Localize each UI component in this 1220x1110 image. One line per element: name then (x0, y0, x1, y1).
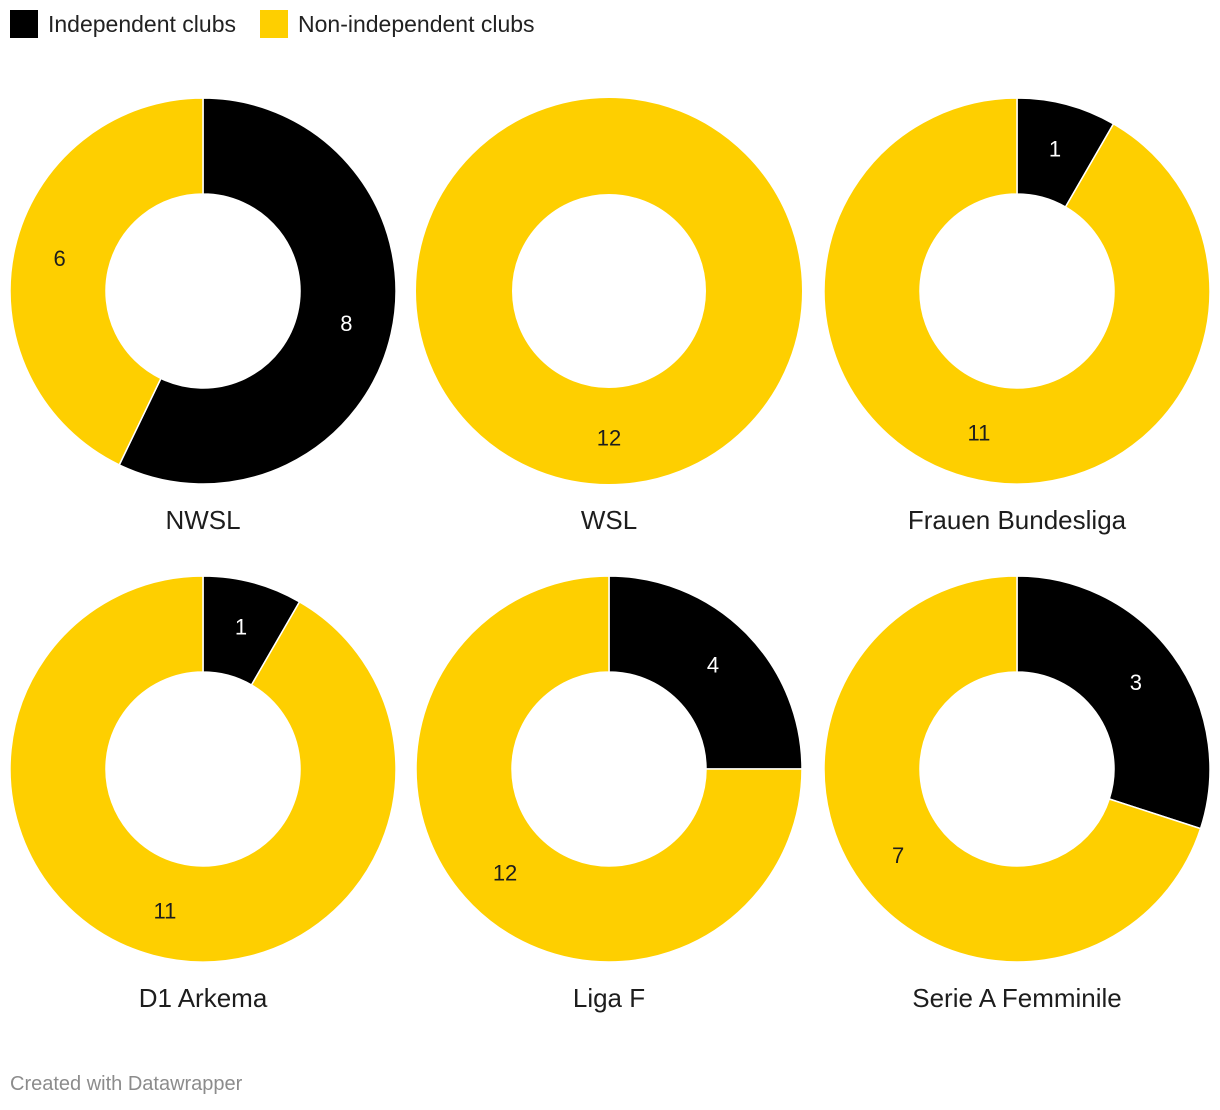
legend-label-non-independent: Non-independent clubs (298, 10, 535, 37)
value-label-frauen-bundesliga-non-independent-clubs: 11 (968, 420, 991, 445)
chart-title-nwsl: NWSL (165, 505, 240, 535)
legend-item-independent: Independent clubs (10, 10, 236, 38)
legend-label-independent: Independent clubs (48, 10, 236, 37)
value-label-frauen-bundesliga-independent-clubs: 1 (1049, 137, 1061, 162)
legend-item-non-independent: Non-independent clubs (260, 10, 535, 38)
value-label-wsl-non-independent-clubs: 12 (597, 426, 621, 451)
value-label-d1-arkema-non-independent-clubs: 11 (154, 898, 177, 923)
slice-d1-arkema-non-independent-clubs (9, 575, 397, 963)
credit-text: Created with Datawrapper (10, 1073, 243, 1095)
slice-serie-a-femminile-independent-clubs (1016, 575, 1211, 830)
value-label-d1-arkema-independent-clubs: 1 (235, 615, 247, 640)
chart-title-serie-a-femminile: Serie A Femminile (912, 983, 1122, 1013)
value-label-serie-a-femminile-non-independent-clubs: 7 (892, 843, 904, 868)
slice-nwsl-non-independent-clubs (9, 97, 204, 466)
donut-nwsl: 8 6 NWSL (9, 97, 397, 535)
chart-title-liga-f: Liga F (573, 983, 645, 1013)
chart-legend: Independent clubs Non-independent clubs (10, 8, 535, 40)
slice-serie-a-femminile-non-independent-clubs (823, 575, 1202, 963)
legend-swatch-independent (10, 10, 38, 38)
slice-liga-f-independent-clubs (608, 575, 803, 770)
donut-wsl: 12 WSL (416, 98, 802, 535)
value-label-serie-a-femminile-independent-clubs: 3 (1130, 670, 1142, 695)
legend-swatch-non-independent (260, 10, 288, 38)
donut-serie-a-femminile: 3 7 Serie A Femminile (823, 575, 1211, 1013)
slice-frauen-bundesliga-non-independent-clubs (823, 97, 1211, 485)
value-label-liga-f-independent-clubs: 4 (707, 653, 719, 678)
value-label-nwsl-non-independent-clubs: 6 (54, 246, 66, 271)
value-label-nwsl-independent-clubs: 8 (340, 311, 352, 336)
slice-wsl-non-independent-clubs (416, 98, 802, 484)
chart-title-wsl: WSL (581, 505, 637, 535)
chart-title-frauen-bundesliga: Frauen Bundesliga (908, 505, 1127, 535)
slice-liga-f-non-independent-clubs (415, 575, 803, 963)
chart-title-d1-arkema: D1 Arkema (139, 983, 268, 1013)
donut-liga-f: 4 12 Liga F (415, 575, 803, 1013)
slice-nwsl-independent-clubs (118, 97, 397, 485)
value-label-liga-f-non-independent-clubs: 12 (493, 860, 517, 885)
